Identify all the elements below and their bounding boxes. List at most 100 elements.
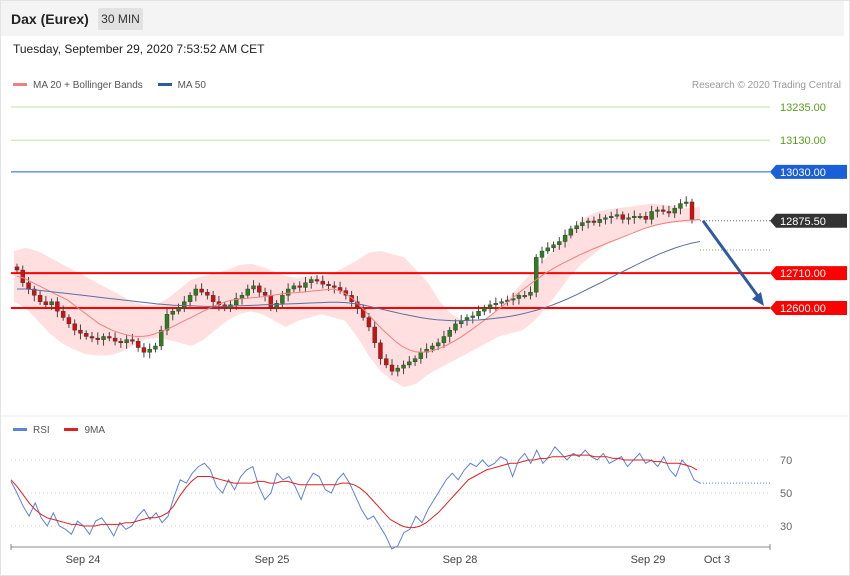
- candle-body: [257, 285, 262, 293]
- candle-body: [159, 329, 164, 347]
- candle-body: [176, 307, 181, 312]
- candle-body: [476, 310, 481, 317]
- candle-body: [643, 216, 649, 220]
- candle-body: [389, 364, 395, 372]
- candle-body: [210, 295, 216, 302]
- candle-body: [182, 301, 187, 309]
- candle-body: [280, 295, 285, 304]
- candle-body: [314, 279, 320, 282]
- candle-body: [585, 220, 591, 223]
- candle-body: [72, 323, 77, 331]
- timestamp: Tuesday, September 29, 2020 7:53:52 AM C…: [13, 42, 265, 56]
- rsi-tick-70: 70: [780, 455, 792, 467]
- candle-body: [66, 317, 72, 325]
- candle-body: [274, 303, 279, 309]
- candle-body: [649, 211, 654, 220]
- candle-body: [234, 298, 239, 306]
- forecast-arrow-head: [752, 292, 764, 306]
- candle-body: [412, 358, 418, 363]
- candle-body: [655, 209, 660, 212]
- candle-body: [557, 241, 562, 245]
- candle-body: [678, 203, 683, 209]
- candle-body: [597, 219, 602, 223]
- legend-rsi: RSI: [13, 425, 50, 436]
- level-tag-12600.00: [770, 301, 847, 315]
- ma50-line: [17, 241, 701, 322]
- candle-body: [55, 301, 60, 312]
- candle-body: [164, 314, 170, 331]
- candle-body: [239, 295, 245, 299]
- candle-body: [326, 284, 331, 287]
- price-legend: MA 20 + Bollinger Bands MA 50: [13, 80, 218, 91]
- candle-body: [20, 269, 25, 283]
- level-tag-13030.00: [770, 164, 847, 179]
- level-tag-12710.00: [770, 266, 847, 281]
- candle-body: [320, 280, 325, 285]
- candle-body: [303, 282, 308, 288]
- candle-body: [447, 329, 452, 337]
- candle-body: [493, 303, 499, 306]
- candle-body: [441, 336, 447, 344]
- candle-body: [366, 317, 372, 328]
- candle-body: [309, 279, 314, 283]
- candle-body: [245, 288, 250, 296]
- candle-body: [435, 342, 441, 347]
- level-label-13235.00: 13235.00: [780, 102, 826, 114]
- candle-body: [591, 220, 597, 223]
- instrument-title: Dax (Eurex): [11, 11, 89, 27]
- candle-body: [135, 341, 141, 348]
- candle-body: [620, 214, 625, 220]
- level-label-13030.00: 13030.00: [780, 167, 826, 179]
- level-label-13130.00: 13130.00: [780, 135, 826, 147]
- x-tick-label-Sep-25: Sep 25: [255, 554, 290, 566]
- candle-body: [153, 345, 158, 350]
- timeframe-button[interactable]: 30 MIN: [98, 8, 143, 30]
- candle-body: [360, 307, 366, 318]
- rsi-line: [10, 445, 701, 550]
- x-tick-label-Sep-28: Sep 28: [443, 554, 478, 566]
- header-bar: Dax (Eurex) 30 MIN: [1, 1, 844, 36]
- candle-body: [193, 288, 199, 296]
- candle-body: [384, 358, 389, 366]
- candle-body: [32, 288, 37, 296]
- candle-body: [268, 295, 274, 309]
- candle-body: [147, 348, 152, 353]
- candle-body: [89, 336, 95, 339]
- candle-body: [395, 367, 400, 372]
- candle-body: [78, 329, 83, 334]
- ma9-label: 9MA: [84, 425, 106, 436]
- candle-body: [487, 304, 493, 309]
- x-tick-label-Sep-29: Sep 29: [631, 554, 666, 566]
- legend-ma20: MA 20 + Bollinger Bands: [13, 80, 143, 91]
- x-tick-label-Oct-3: Oct 3: [704, 554, 730, 566]
- rsi-tick-30: 30: [780, 521, 792, 533]
- candle-body: [130, 339, 135, 342]
- rsi-tick-50: 50: [780, 488, 792, 500]
- candle-body: [291, 285, 297, 290]
- candle-body: [637, 216, 643, 218]
- candle-body: [418, 352, 424, 359]
- candle-body: [551, 244, 556, 249]
- legend-ma50: MA 50: [157, 80, 206, 91]
- candle-body: [372, 326, 377, 344]
- candle-body: [545, 247, 550, 252]
- last-price-label: 12875.50: [780, 216, 826, 228]
- candle-body: [609, 216, 614, 218]
- bollinger-band: [14, 203, 700, 388]
- rsi-label: RSI: [33, 425, 50, 436]
- candle-body: [332, 285, 337, 288]
- candle-body: [141, 347, 147, 353]
- candle-body: [632, 216, 637, 218]
- candle-body: [205, 291, 210, 296]
- candle-body: [528, 291, 533, 296]
- candle-body: [43, 301, 49, 306]
- candle-body: [251, 285, 256, 290]
- candle-body: [297, 285, 302, 288]
- candle-body: [626, 217, 631, 220]
- candle-body: [101, 336, 106, 340]
- candle-body: [453, 323, 458, 331]
- candle-body: [118, 341, 124, 344]
- candle-body: [516, 295, 522, 299]
- candle-body: [107, 336, 112, 339]
